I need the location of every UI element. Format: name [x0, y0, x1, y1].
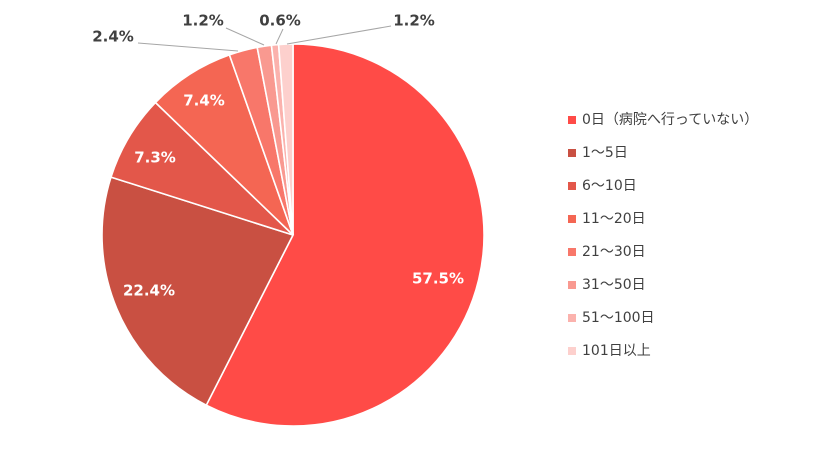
legend-label-1: 0日（病院へ行っていない） [582, 112, 758, 128]
leader-line-6 [225, 27, 265, 46]
legend-item-1: 0日（病院へ行っていない） [568, 112, 758, 128]
pie-slice-1 [205, 43, 485, 427]
legend-item-6: 31～50日 [568, 277, 646, 293]
data-labels: 57.5% 22.4% 7.3% 7.4% 2.4% 1.2% 0.6% 1.2% [92, 12, 464, 300]
legend-item-4: 11～20日 [568, 211, 646, 227]
legend-label-7: 51～100日 [582, 310, 655, 326]
data-label-5: 2.4% [92, 28, 134, 46]
legend-item-2: 1～5日 [568, 145, 628, 161]
data-label-6: 1.2% [182, 12, 224, 30]
data-label-7: 0.6% [259, 12, 301, 30]
leader-line-8 [286, 25, 392, 45]
legend-swatch-2 [568, 149, 576, 157]
legend-label-8: 101日以上 [582, 343, 651, 359]
legend-swatch-4 [568, 215, 576, 223]
data-label-2: 22.4% [123, 282, 175, 300]
legend-item-5: 21～30日 [568, 244, 646, 260]
legend-swatch-8 [568, 347, 576, 355]
legend-label-2: 1～5日 [582, 145, 628, 161]
legend-label-6: 31～50日 [582, 277, 646, 293]
legend-label-3: 6～10日 [582, 178, 637, 194]
pie-slice-2 [101, 176, 295, 407]
leader-line-5 [137, 42, 239, 52]
data-label-4: 7.4% [183, 92, 225, 110]
data-label-1: 57.5% [412, 270, 464, 288]
legend-swatch-5 [568, 248, 576, 256]
legend-label-4: 11～20日 [582, 211, 646, 227]
legend-item-8: 101日以上 [568, 343, 651, 359]
legend-label-5: 21～30日 [582, 244, 646, 260]
legend: 0日（病院へ行っていない） 1～5日 6～10日 11～20日 21～30日 31～50日… [568, 112, 758, 359]
data-label-8: 1.2% [393, 12, 435, 30]
leader-line-7 [275, 28, 284, 45]
legend-item-3: 6～10日 [568, 178, 637, 194]
legend-swatch-7 [568, 314, 576, 322]
data-label-3: 7.3% [134, 149, 176, 167]
legend-swatch-1 [568, 116, 576, 124]
pie-slice-8 [277, 43, 294, 236]
pie-slices [101, 43, 485, 427]
legend-swatch-3 [568, 182, 576, 190]
legend-swatch-6 [568, 281, 576, 289]
legend-item-7: 51～100日 [568, 310, 655, 326]
leader-lines [137, 25, 392, 52]
